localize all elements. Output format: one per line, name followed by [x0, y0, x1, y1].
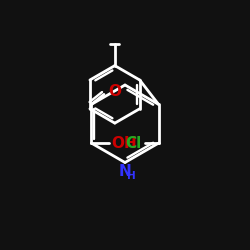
Text: N: N: [118, 164, 132, 179]
Text: O: O: [108, 84, 121, 99]
Text: Cl: Cl: [125, 136, 141, 150]
Text: OH: OH: [111, 136, 137, 150]
Text: H: H: [127, 171, 136, 181]
